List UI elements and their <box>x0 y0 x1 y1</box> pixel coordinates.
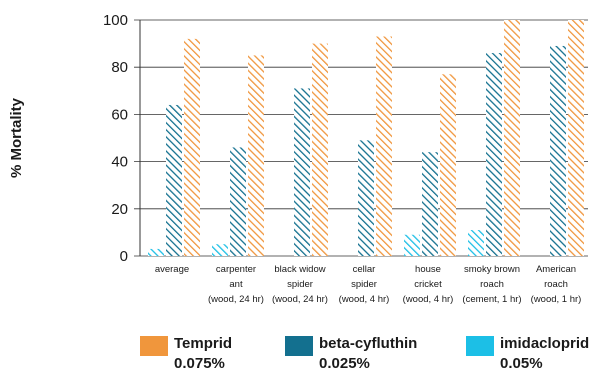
bar-imidacloprid <box>468 230 484 256</box>
legend-swatch-beta-cyfluthin <box>285 336 313 356</box>
category-label: (wood, 24 hr) <box>272 294 328 305</box>
legend-label-temprid: Temprid 0.075% <box>174 334 232 374</box>
legend-label-imidacloprid: imidacloprid 0.05% <box>500 334 589 374</box>
bar-beta-cyfluthin <box>422 152 438 256</box>
bar-Temprid <box>504 20 520 256</box>
y-tick-label: 20 <box>111 201 128 218</box>
category-label: roach <box>480 279 504 290</box>
category-label: carpenter <box>216 264 256 275</box>
category-label: American <box>536 264 576 275</box>
category-label: black widow <box>274 264 325 275</box>
y-tick-label: 100 <box>103 12 128 29</box>
bar-beta-cyfluthin <box>230 147 246 256</box>
category-label: ant <box>229 279 243 290</box>
bar-beta-cyfluthin <box>486 53 502 256</box>
category-label: smoky brown <box>464 264 520 275</box>
legend: Temprid 0.075% beta-cyfluthin 0.025% imi… <box>0 334 612 378</box>
bar-Temprid <box>568 20 584 256</box>
category-label: (wood, 4 hr) <box>403 294 454 305</box>
bar-Temprid <box>376 37 392 256</box>
legend-swatch-imidacloprid <box>466 336 494 356</box>
bar-beta-cyfluthin <box>294 88 310 256</box>
y-tick-label: 40 <box>111 154 128 171</box>
mortality-bar-chart: 0 20 40 60 80 100 average carpenter ant (wood, 24… <box>0 0 612 330</box>
y-axis-label: % Mortality <box>8 97 25 178</box>
category-label: (wood, 4 hr) <box>339 294 390 305</box>
category-label: roach <box>544 279 568 290</box>
category-label: average <box>155 264 189 275</box>
category-label: (wood, 24 hr) <box>208 294 264 305</box>
bar-imidacloprid <box>404 235 420 256</box>
bar-Temprid <box>312 44 328 256</box>
legend-label-beta-cyfluthin: beta-cyfluthin 0.025% <box>319 334 417 374</box>
bar-beta-cyfluthin <box>358 140 374 256</box>
y-tick-label: 60 <box>111 106 128 123</box>
bar-imidacloprid <box>148 249 164 256</box>
category-label: (wood, 1 hr) <box>531 294 582 305</box>
bars <box>148 20 584 256</box>
bar-Temprid <box>184 39 200 256</box>
y-tick-label: 80 <box>111 59 128 76</box>
y-tick-label: 0 <box>120 248 128 265</box>
bar-Temprid <box>440 74 456 256</box>
category-label: spider <box>287 279 313 290</box>
category-label: (cement, 1 hr) <box>462 294 521 305</box>
bar-beta-cyfluthin <box>550 46 566 256</box>
bar-Temprid <box>248 55 264 256</box>
category-label: cellar <box>353 264 376 275</box>
category-label: house <box>415 264 441 275</box>
category-label: cricket <box>414 279 442 290</box>
bar-imidacloprid <box>212 244 228 256</box>
legend-swatch-temprid <box>140 336 168 356</box>
category-label: spider <box>351 279 377 290</box>
bar-beta-cyfluthin <box>166 105 182 256</box>
